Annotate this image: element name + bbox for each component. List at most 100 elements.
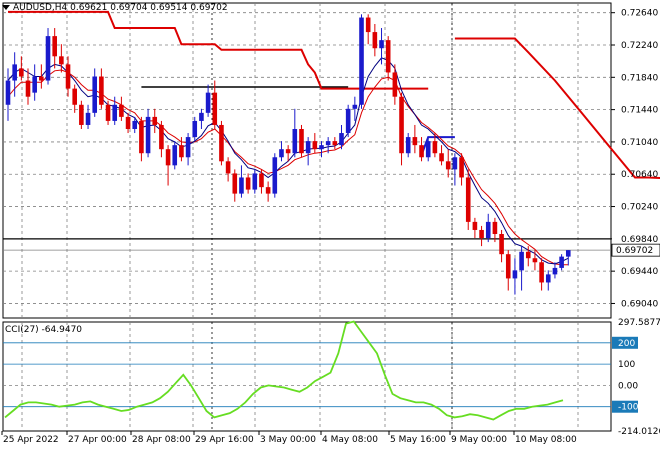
candle-body[interactable]: [299, 129, 304, 154]
candle-body[interactable]: [219, 124, 224, 162]
candle-body[interactable]: [79, 104, 84, 125]
candle-body[interactable]: [65, 64, 71, 89]
candle-body[interactable]: [52, 36, 57, 57]
cci-line: [4, 320, 564, 421]
cci-tick-label: 297.5877: [618, 318, 660, 328]
time-tick-label: 27 Apr 00:00: [68, 435, 127, 445]
candle-body[interactable]: [339, 133, 344, 146]
candle-body[interactable]: [312, 141, 318, 150]
candle-body[interactable]: [19, 68, 24, 77]
candle-body[interactable]: [519, 251, 524, 271]
candle-body[interactable]: [132, 120, 138, 129]
candle-body[interactable]: [492, 221, 498, 234]
candle-body[interactable]: [259, 173, 264, 188]
candle-body[interactable]: [399, 96, 404, 154]
candle-body[interactable]: [152, 116, 158, 125]
candle-body[interactable]: [32, 76, 37, 93]
candle-body[interactable]: [105, 104, 111, 121]
candle-body[interactable]: [72, 88, 77, 105]
candle-body[interactable]: [452, 157, 458, 170]
time-tick-label: 28 Apr 08:00: [132, 435, 191, 445]
upper-stop-line: [454, 37, 660, 180]
candle-body[interactable]: [539, 262, 544, 283]
candle-body[interactable]: [392, 72, 398, 97]
candle-body[interactable]: [459, 157, 464, 178]
candle-body[interactable]: [465, 177, 471, 222]
candle-body[interactable]: [92, 76, 98, 113]
candle-body[interactable]: [505, 254, 511, 279]
candle-body[interactable]: [185, 137, 191, 158]
candle-body[interactable]: [12, 64, 17, 81]
candle-body[interactable]: [325, 141, 331, 146]
candle-body[interactable]: [552, 267, 558, 275]
candle-body[interactable]: [59, 56, 64, 65]
candle-body[interactable]: [379, 40, 384, 49]
candle-body[interactable]: [265, 187, 271, 194]
price-panel[interactable]: [3, 10, 660, 295]
cci-tick-label: -100: [618, 403, 639, 413]
candle-body[interactable]: [405, 137, 411, 154]
candle-body[interactable]: [359, 17, 364, 105]
candle-body[interactable]: [485, 221, 491, 239]
candle-body[interactable]: [365, 17, 371, 33]
candle-body[interactable]: [559, 256, 564, 268]
candle-body[interactable]: [165, 149, 171, 166]
candle-body[interactable]: [279, 149, 284, 158]
candle-body[interactable]: [285, 149, 291, 154]
candle-body[interactable]: [125, 116, 131, 129]
candle-body[interactable]: [172, 145, 178, 166]
candle-body[interactable]: [565, 250, 571, 257]
candle-body[interactable]: [499, 234, 504, 255]
candle-body[interactable]: [159, 124, 164, 150]
candle-body[interactable]: [239, 177, 244, 194]
candle-body[interactable]: [412, 137, 418, 146]
support-price-tag: [612, 232, 658, 245]
candle-body[interactable]: [305, 141, 311, 154]
candle-body[interactable]: [472, 221, 478, 230]
candle-body[interactable]: [112, 104, 118, 121]
candle-body[interactable]: [419, 145, 424, 158]
support-price-label: 0.69840: [621, 235, 658, 245]
cci-header: CCI(27) -64.9470: [5, 325, 83, 335]
candle-body[interactable]: [272, 157, 278, 194]
candle-body[interactable]: [192, 120, 198, 138]
cci-panel-frame: [2, 321, 612, 432]
candle-body[interactable]: [445, 161, 451, 170]
candle-body[interactable]: [479, 229, 484, 239]
candle-body[interactable]: [345, 108, 351, 134]
candle-body[interactable]: [545, 274, 551, 283]
candle-body[interactable]: [439, 153, 444, 162]
candle-body[interactable]: [25, 80, 31, 97]
candle-body[interactable]: [319, 145, 324, 150]
candle-body[interactable]: [252, 173, 258, 190]
candle-body[interactable]: [432, 141, 438, 154]
candle-body[interactable]: [145, 116, 151, 154]
candle-body[interactable]: [139, 120, 144, 154]
candle-body[interactable]: [425, 141, 431, 158]
time-tick-label: 9 May 00:00: [451, 435, 507, 445]
candle-body[interactable]: [225, 161, 231, 174]
candle-body[interactable]: [532, 258, 538, 263]
candle-body[interactable]: [372, 32, 378, 49]
candle-body[interactable]: [119, 104, 124, 117]
candle-body[interactable]: [199, 112, 204, 121]
candle-body[interactable]: [245, 177, 251, 190]
candle-body[interactable]: [292, 129, 298, 154]
candle-body[interactable]: [385, 40, 391, 73]
candle-body[interactable]: [525, 251, 531, 259]
candle-body[interactable]: [45, 36, 51, 81]
candle-body[interactable]: [85, 112, 91, 125]
candle-body[interactable]: [179, 145, 184, 158]
candle-body[interactable]: [512, 270, 518, 279]
candle-body[interactable]: [212, 92, 218, 125]
candle-body[interactable]: [205, 92, 211, 113]
chevron-down-icon[interactable]: [2, 5, 10, 10]
candle-body[interactable]: [332, 141, 338, 146]
cci-panel[interactable]: [4, 320, 564, 421]
candle-body[interactable]: [39, 76, 44, 81]
candle-body[interactable]: [352, 104, 358, 109]
candle-body[interactable]: [232, 173, 238, 194]
candle-body[interactable]: [5, 80, 11, 105]
candle-body[interactable]: [99, 76, 104, 105]
